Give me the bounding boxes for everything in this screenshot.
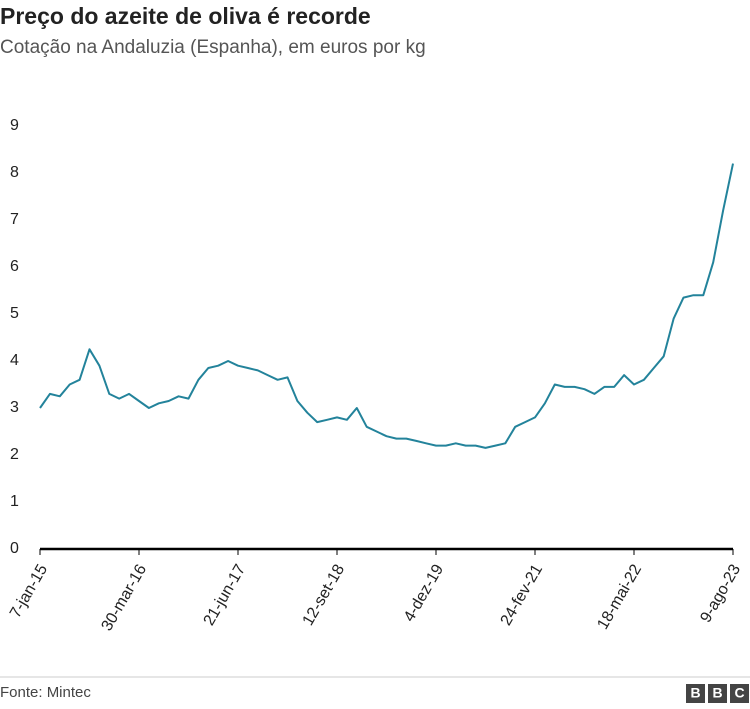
y-tick-label: 8 bbox=[10, 164, 19, 181]
y-tick-label: 5 bbox=[10, 305, 19, 322]
logo-letter: C bbox=[734, 685, 744, 701]
logo-letter: B bbox=[712, 685, 722, 701]
y-tick-label: 7 bbox=[10, 211, 19, 228]
logo-box bbox=[730, 684, 749, 703]
logo-letter: B bbox=[690, 685, 700, 701]
source: Fonte: Mintec bbox=[0, 684, 91, 701]
y-tick-label: 9 bbox=[10, 117, 19, 134]
y-tick-label: 6 bbox=[10, 258, 19, 275]
y-tick-label: 0 bbox=[10, 540, 19, 557]
x-tick-label: 12-set-18 bbox=[300, 562, 349, 629]
y-tick-label: 4 bbox=[10, 352, 19, 369]
y-tick-label: 1 bbox=[10, 493, 19, 510]
x-tick-label: 21-jun-17 bbox=[201, 562, 250, 629]
data-line bbox=[39, 163, 734, 449]
logo-box bbox=[708, 684, 727, 703]
logo-box bbox=[686, 684, 705, 703]
chart-title: Preço do azeite de oliva é recorde bbox=[0, 3, 371, 29]
y-tick-label: 2 bbox=[10, 446, 19, 463]
x-tick-label: 24-fev-21 bbox=[498, 562, 547, 629]
x-tick-label: 18-mai-22 bbox=[594, 562, 645, 633]
x-tick-label: 9-ago-23 bbox=[697, 562, 744, 626]
logo: B B C bbox=[686, 684, 749, 703]
x-tick-label: 4-dez-19 bbox=[401, 562, 447, 625]
y-tick-label: 3 bbox=[10, 399, 19, 416]
x-tick-label: 7-jan-15 bbox=[7, 562, 51, 621]
chart-subtitle: Cotação na Andaluzia (Espanha), em euros… bbox=[0, 37, 426, 58]
x-tick-label: 30-mar-16 bbox=[98, 562, 150, 635]
